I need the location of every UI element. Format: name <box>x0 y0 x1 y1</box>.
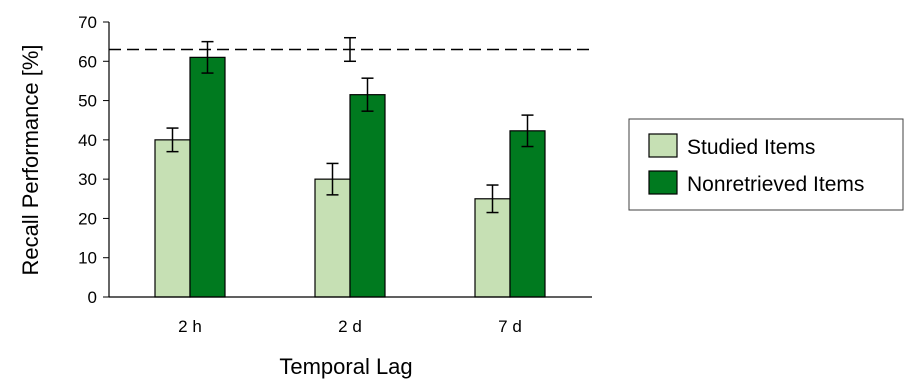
legend-label-studied-items: Studied Items <box>687 136 815 159</box>
legend-box <box>628 118 904 211</box>
y-tick-label: 50 <box>78 92 97 111</box>
x-axis-title: Temporal Lag <box>279 354 412 379</box>
x-tick-label: 2 h <box>178 317 202 336</box>
bars-group <box>154 56 546 298</box>
bar-studied-items-7d <box>474 198 511 298</box>
y-tick-label: 20 <box>78 209 97 228</box>
y-tick-label: 0 <box>88 288 97 307</box>
x-tick-label: 2 d <box>338 317 362 336</box>
reference-line-group <box>109 36 592 63</box>
legend: Studied Items Nonretrieved Items <box>628 118 904 211</box>
bar-nonretrieved-items-2h <box>189 56 226 298</box>
x-axis-ticks: 2 h 2 d 7 d <box>178 317 522 336</box>
error-bars-group <box>166 40 534 214</box>
y-axis-title: Recall Performance [%] <box>18 44 43 275</box>
axes-group <box>108 22 592 298</box>
bar-nonretrieved-items-2d <box>349 94 386 298</box>
legend-swatch-nonretrieved-items <box>648 170 678 195</box>
y-tick-label: 60 <box>78 52 97 71</box>
x-tick-label: 7 d <box>498 317 522 336</box>
bar-studied-items-2h <box>154 139 191 298</box>
bar-nonretrieved-items-7d <box>509 130 546 298</box>
y-tick-label: 40 <box>78 131 97 150</box>
legend-label-nonretrieved-items: Nonretrieved Items <box>687 173 864 196</box>
y-tick-label: 10 <box>78 249 97 268</box>
y-axis-ticks: 0 10 20 30 40 50 60 70 <box>78 13 109 307</box>
bar-studied-items-2d <box>314 178 351 298</box>
y-tick-label: 30 <box>78 170 97 189</box>
y-tick-label: 70 <box>78 13 97 32</box>
legend-swatch-studied-items <box>648 133 678 158</box>
